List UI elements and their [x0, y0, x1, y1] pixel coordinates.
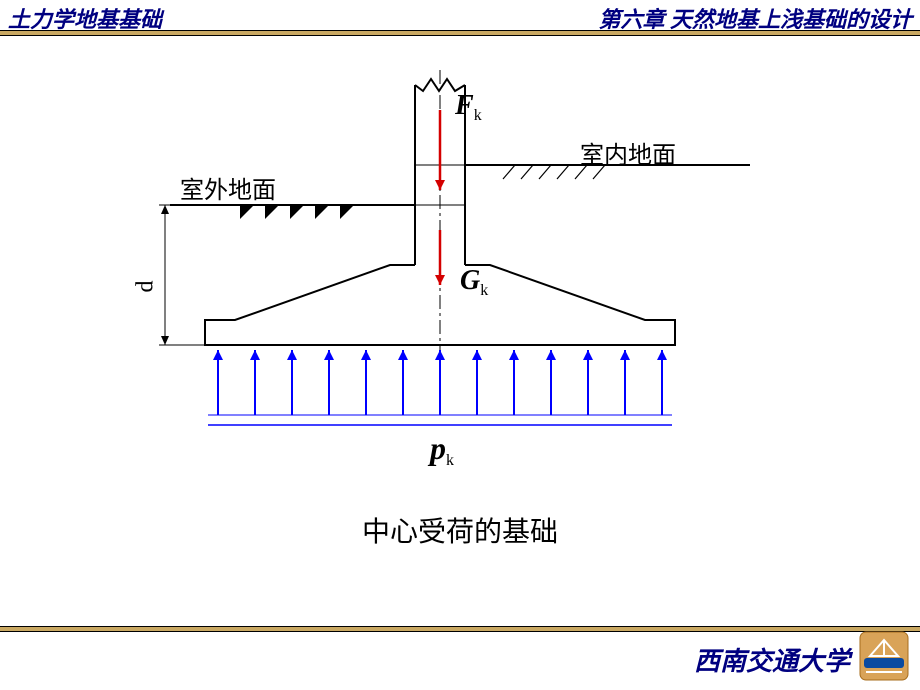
figure-caption: 中心受荷的基础	[0, 510, 920, 550]
pressure-p-main: p	[430, 430, 446, 466]
force-G-label: Gk	[460, 265, 488, 300]
pressure-p-label: pk	[430, 430, 454, 470]
university-logo	[858, 630, 910, 682]
header-bar	[0, 30, 920, 36]
indoor-ground-label: 室内地面	[580, 135, 676, 170]
force-G-sub: k	[480, 282, 488, 299]
force-F-label: Fk	[455, 90, 482, 125]
force-F-sub: k	[474, 107, 482, 124]
force-G-main: G	[460, 265, 480, 296]
foundation-diagram: 室外地面 室内地面 d Fk Gk pk	[130, 55, 790, 475]
force-F-main: F	[455, 90, 474, 121]
header: 土力学地基基础 第六章 天然地基上浅基础的设计	[0, 0, 920, 30]
pressure-p-sub: k	[446, 452, 454, 469]
depth-label: d	[133, 281, 160, 293]
footer-bar	[0, 626, 920, 632]
footer-university: 西南交通大学	[694, 641, 850, 678]
outdoor-ground-label: 室外地面	[180, 170, 276, 205]
